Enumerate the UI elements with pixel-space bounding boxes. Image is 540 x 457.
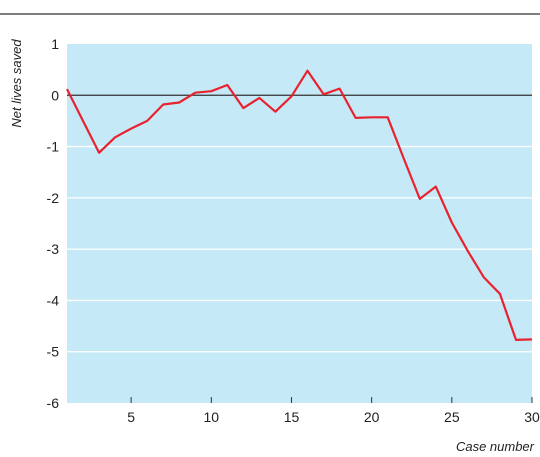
x-tick-label: 10: [204, 409, 220, 425]
y-tick-label: 0: [51, 87, 59, 103]
x-axis-ticks: [130, 397, 533, 403]
y-tick-label: -1: [47, 139, 60, 155]
y-tick-label: -5: [47, 344, 60, 360]
y-tick-label: -6: [47, 395, 60, 411]
y-tick-label: 1: [51, 36, 59, 52]
x-tick-label: 5: [127, 409, 135, 425]
y-tick-label: -4: [47, 292, 60, 308]
x-tick-label: 20: [364, 409, 380, 425]
grid-lines: [67, 145, 532, 353]
y-axis-title: Net lives saved: [9, 39, 24, 128]
x-tick-label: 30: [524, 409, 540, 425]
x-axis-title: Case number: [456, 439, 535, 454]
y-tick-label: -3: [47, 241, 60, 257]
plot-area: [67, 44, 532, 403]
y-tick-label: -2: [47, 190, 60, 206]
series-line: [66, 69, 533, 341]
x-axis-tick-labels: 5 10 15 20 25 30: [127, 409, 540, 425]
y-axis-tick-labels: 1 0 -1 -2 -3 -4 -5 -6: [47, 36, 60, 411]
x-tick-label: 15: [284, 409, 300, 425]
x-tick-label: 25: [444, 409, 460, 425]
